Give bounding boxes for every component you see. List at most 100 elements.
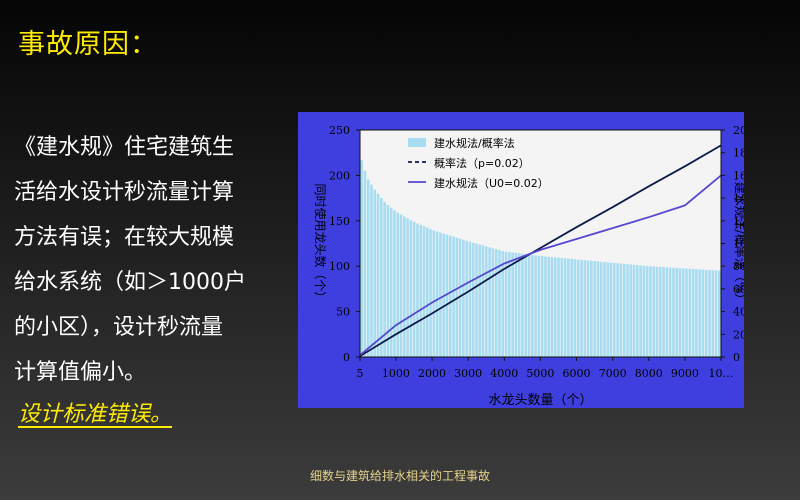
ratio-bar	[675, 267, 678, 357]
ratio-bar	[599, 261, 603, 357]
ratio-bar	[521, 253, 524, 357]
slide-heading: 事故原因：	[18, 29, 158, 60]
ratio-bar	[547, 256, 550, 357]
ratio-bar	[708, 270, 711, 357]
x-tick-label: 9000	[671, 367, 699, 380]
y-axis-title: 同时使用龙头数（个）	[313, 183, 328, 303]
ratio-bar	[688, 268, 692, 357]
ratio-bar	[557, 257, 560, 357]
ratio-bar	[508, 252, 511, 357]
ratio-bar	[485, 246, 488, 357]
ratio-bar	[645, 266, 649, 357]
ratio-bar	[550, 257, 554, 357]
ratio-bar	[514, 252, 518, 357]
ratio-bar	[370, 184, 373, 357]
y-right-tick-label: 80	[733, 260, 744, 273]
ratio-bar	[685, 268, 688, 357]
y-right-tick-label: 100	[733, 238, 744, 251]
ratio-bar	[704, 269, 708, 357]
ratio-bar	[718, 270, 721, 357]
y-right-tick-label: 120	[733, 215, 744, 228]
ratio-bar	[494, 249, 498, 357]
paragraph-line: 计算值偏小。	[14, 360, 147, 385]
y-tick-label: 0	[343, 351, 350, 364]
chart-panel: 0 50 100 150 200 250 0 20 40 60 80 100 120 140 160 180 2…	[298, 112, 744, 408]
ratio-bar	[560, 258, 564, 357]
ratio-bar	[380, 197, 383, 357]
x-tick-label: 5000	[526, 367, 554, 380]
ratio-bar	[422, 226, 426, 357]
code-method-line	[359, 174, 722, 356]
ratio-bar	[475, 243, 478, 357]
ratio-bar	[537, 255, 541, 357]
ratio-bar	[701, 269, 705, 357]
ratio-bar	[527, 254, 531, 357]
ratio-bar	[376, 193, 380, 357]
ratio-bar	[672, 267, 675, 357]
paragraph-line: 《建水规》住宅建筑生	[14, 135, 235, 160]
ratio-bar	[606, 262, 610, 357]
paragraph-line: 给水系统（如＞1000户	[14, 270, 246, 295]
ratio-bar	[419, 224, 423, 357]
y-tick-label: 50	[336, 306, 350, 319]
conclusion-text: 设计标准错误。	[18, 402, 173, 427]
ratio-bar	[622, 263, 626, 357]
x-tick-label: 1000	[382, 367, 410, 380]
ratio-bar	[531, 254, 534, 357]
ratio-bar	[360, 160, 363, 357]
ratio-bar	[416, 223, 419, 357]
ratio-bar	[603, 262, 606, 357]
y-right-tick-label: 0	[733, 351, 740, 364]
ratio-bar	[393, 210, 396, 357]
ratio-bar	[619, 263, 623, 357]
y-tick-label: 150	[329, 215, 350, 228]
x-tick-label: 3000	[454, 367, 482, 380]
paragraph-line: 活给水设计秒流量计算	[14, 180, 235, 205]
ratio-bar	[596, 261, 600, 357]
paragraph-line: 方法有误；在较大规模	[14, 225, 235, 250]
ratio-bar	[488, 247, 491, 357]
ratio-bar	[409, 220, 413, 357]
ratio-bar	[609, 262, 613, 357]
footer-caption: 细数与建筑给排水相关的工程事故	[309, 469, 490, 483]
cause-paragraph: 《建水规》住宅建筑生 活给水设计秒流量计算 方法有误；在较大规模 给水系统（如＞…	[14, 125, 294, 395]
ratio-bar	[583, 260, 587, 357]
ratio-bar	[524, 254, 528, 357]
ratio-bar	[363, 170, 367, 357]
ratio-bar	[613, 262, 616, 357]
legend-label: 建水规法/概率法	[434, 136, 515, 150]
ratio-bar	[458, 238, 462, 357]
ratio-bar	[642, 265, 646, 357]
y-tick-label: 250	[329, 124, 350, 137]
ratio-bar	[586, 260, 590, 357]
ratio-bar	[698, 269, 701, 357]
ratio-bar	[498, 250, 501, 357]
ratio-bar	[655, 266, 659, 357]
ratio-bar	[570, 258, 573, 357]
ratio-bar	[399, 214, 403, 357]
ratio-bar	[373, 189, 377, 357]
ratio-bar	[544, 256, 547, 357]
ratio-bar	[445, 234, 449, 357]
ratio-bar	[501, 251, 505, 357]
ratio-bar	[517, 253, 521, 357]
ratio-bar	[534, 255, 537, 357]
ratio-bar	[406, 218, 409, 357]
ratio-bar	[567, 258, 570, 357]
ratio-bar	[511, 252, 514, 357]
ratio-bar	[665, 267, 669, 357]
ratio-bar	[468, 241, 472, 357]
x-axis-title: 水龙头数量（个）	[488, 393, 592, 408]
probability-method-line	[359, 144, 722, 357]
ratio-bar	[491, 248, 495, 357]
ratio-bar	[636, 265, 639, 357]
y-right-tick-label: 200	[733, 124, 744, 137]
y-right-tick-label: 160	[733, 169, 744, 182]
y-right-axis-title: 建水规法/概率法（%）	[733, 182, 744, 305]
ratio-bar	[632, 264, 636, 357]
ratio-bar	[471, 242, 475, 357]
ratio-bar	[658, 266, 662, 357]
y-right-tick-label: 140	[733, 192, 744, 205]
x-tick-label: 7000	[599, 367, 627, 380]
ratio-bar	[452, 236, 455, 357]
